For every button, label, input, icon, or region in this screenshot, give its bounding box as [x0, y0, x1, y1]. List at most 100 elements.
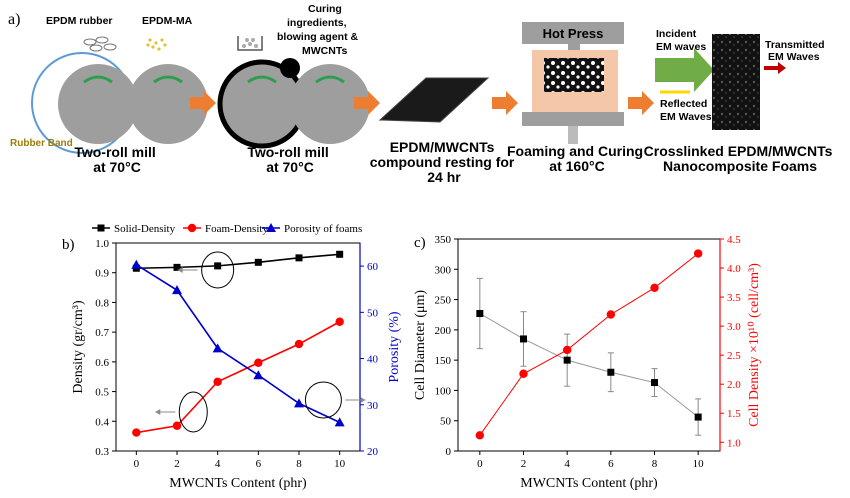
compound-sheet: [378, 77, 490, 123]
y-tick-label: 0: [446, 446, 452, 458]
epdm-ma-powder-icon: [146, 38, 167, 51]
data-point: [132, 428, 141, 437]
data-point: [173, 263, 181, 271]
x-tick-label: 4: [215, 458, 221, 470]
hot-press-top-plate: [522, 22, 624, 44]
y-tick-label: 0.6: [95, 357, 109, 369]
x-tick-label: 4: [564, 458, 570, 470]
y-axis-label: Density (gr/cm³): [71, 300, 86, 394]
data-point: [520, 335, 527, 343]
data-point: [294, 339, 304, 349]
data-point: [212, 343, 223, 353]
x-tick-label: 2: [521, 458, 527, 470]
transmitted-label: Transmitted EM Waves: [765, 39, 827, 63]
data-point: [334, 417, 345, 427]
x-tick-label: 8: [652, 458, 658, 470]
y-tick-label: 1.0: [95, 238, 109, 250]
y-tick-label: 300: [435, 264, 452, 276]
panel-a-tag: a): [8, 11, 20, 28]
y-tick-label: 0.9: [95, 268, 109, 280]
x-tick-label: 0: [477, 458, 483, 470]
roll-left-1: [58, 64, 138, 144]
data-point: [651, 379, 658, 387]
data-point: [475, 431, 485, 440]
x-tick-label: 0: [134, 458, 140, 470]
two-roll-mill-2: [217, 36, 370, 149]
hot-press-label: Hot Press: [543, 26, 604, 41]
y2-tick-label: 40: [367, 354, 379, 366]
two-roll-mill-1: [31, 36, 208, 154]
series-line: [136, 321, 341, 434]
y2-tick-label: 3.0: [727, 321, 741, 333]
y2-axis-label: Porosity (%): [387, 311, 402, 383]
y2-tick-label: 60: [367, 261, 379, 273]
x-tick-label: 10: [693, 458, 705, 470]
y-tick-label: 0.3: [95, 446, 109, 458]
y2-tick-label: 1.5: [727, 408, 741, 420]
y2-tick-label: 3.5: [727, 292, 741, 304]
series-line: [136, 253, 340, 270]
data-point: [172, 421, 182, 430]
hot-press: [522, 22, 624, 144]
epdm-rubber-label: EPDM rubber: [46, 15, 113, 27]
x-tick-label: 2: [174, 458, 180, 470]
rotation-arrow-icon: [247, 75, 277, 84]
y-tick-label: 0.4: [95, 416, 109, 428]
series-line: [479, 313, 699, 418]
data-point: [295, 254, 303, 262]
annotation-ellipse: [178, 391, 208, 433]
mill-clamp: [280, 58, 300, 78]
x-tick-label: 6: [256, 458, 262, 470]
y2-tick-label: 30: [367, 400, 379, 412]
annotation-ellipse: [304, 381, 342, 419]
annotation-arrowhead: [177, 267, 183, 273]
process-arrow: [492, 91, 518, 115]
epdm-rubber-pellets-icon: [83, 36, 117, 52]
y-axis-label: Cell Diameter (μm): [413, 290, 428, 400]
y2-axis-label: Cell Density ×10¹⁰ (cell/cm³): [747, 263, 762, 427]
roll-right-1: [128, 64, 208, 144]
rotation-arrow-icon: [153, 75, 183, 84]
y2-tick-label: 50: [367, 307, 379, 319]
step-2-label: Two-roll mill at 70°C: [247, 144, 332, 175]
data-point: [650, 283, 659, 292]
data-point: [172, 285, 182, 295]
transmitted-wave-arrow: [764, 62, 786, 74]
y-tick-label: 250: [435, 295, 452, 307]
data-point: [254, 258, 262, 266]
panel-b-tag: b): [62, 237, 75, 253]
legend-marker: [187, 223, 197, 233]
data-point: [336, 250, 344, 258]
data-point: [607, 368, 615, 376]
y2-tick-label: 20: [367, 446, 379, 458]
y2-tick-label: 2.5: [727, 350, 741, 362]
y-tick-label: 0.7: [95, 327, 109, 339]
legend-marker: [266, 223, 276, 232]
step-5-label: Crosslinked EPDM/MWCNTs Nanocomposite Fo…: [644, 143, 837, 174]
legend-marker: [97, 224, 105, 232]
data-point: [214, 262, 222, 270]
em-shielding-illustration: [655, 34, 786, 130]
rotation-arrow-icon: [315, 75, 345, 84]
x-tick-label: 6: [608, 458, 614, 470]
y2-tick-label: 1.0: [727, 437, 741, 449]
y-tick-label: 0.5: [95, 387, 109, 399]
plot-frame: [457, 238, 721, 452]
y2-tick-label: 2.0: [727, 379, 741, 391]
incident-wave-arrow: [655, 48, 714, 92]
data-point: [335, 317, 344, 326]
annotation-arrowhead: [360, 397, 366, 403]
x-tick-label: 8: [296, 458, 302, 470]
legend-label: Solid-Density: [114, 223, 176, 235]
x-axis-label: MWCNTs Content (phr): [520, 476, 658, 491]
foam-mold: [544, 58, 604, 92]
data-point: [294, 398, 304, 408]
step-4-label: Foaming and Curing at 160°C: [507, 143, 647, 174]
legend-label: Foam-Density: [205, 223, 268, 235]
annotation-ellipse: [201, 251, 235, 289]
data-point: [253, 370, 264, 380]
data-point: [562, 345, 572, 355]
y2-tick-label: 4.5: [727, 234, 741, 246]
annotation-arrowhead: [155, 409, 161, 415]
chart-c-cell-diameter-density: 0 2 4 6 8 100501001502002503003501.01.52.02.5…: [413, 234, 762, 491]
